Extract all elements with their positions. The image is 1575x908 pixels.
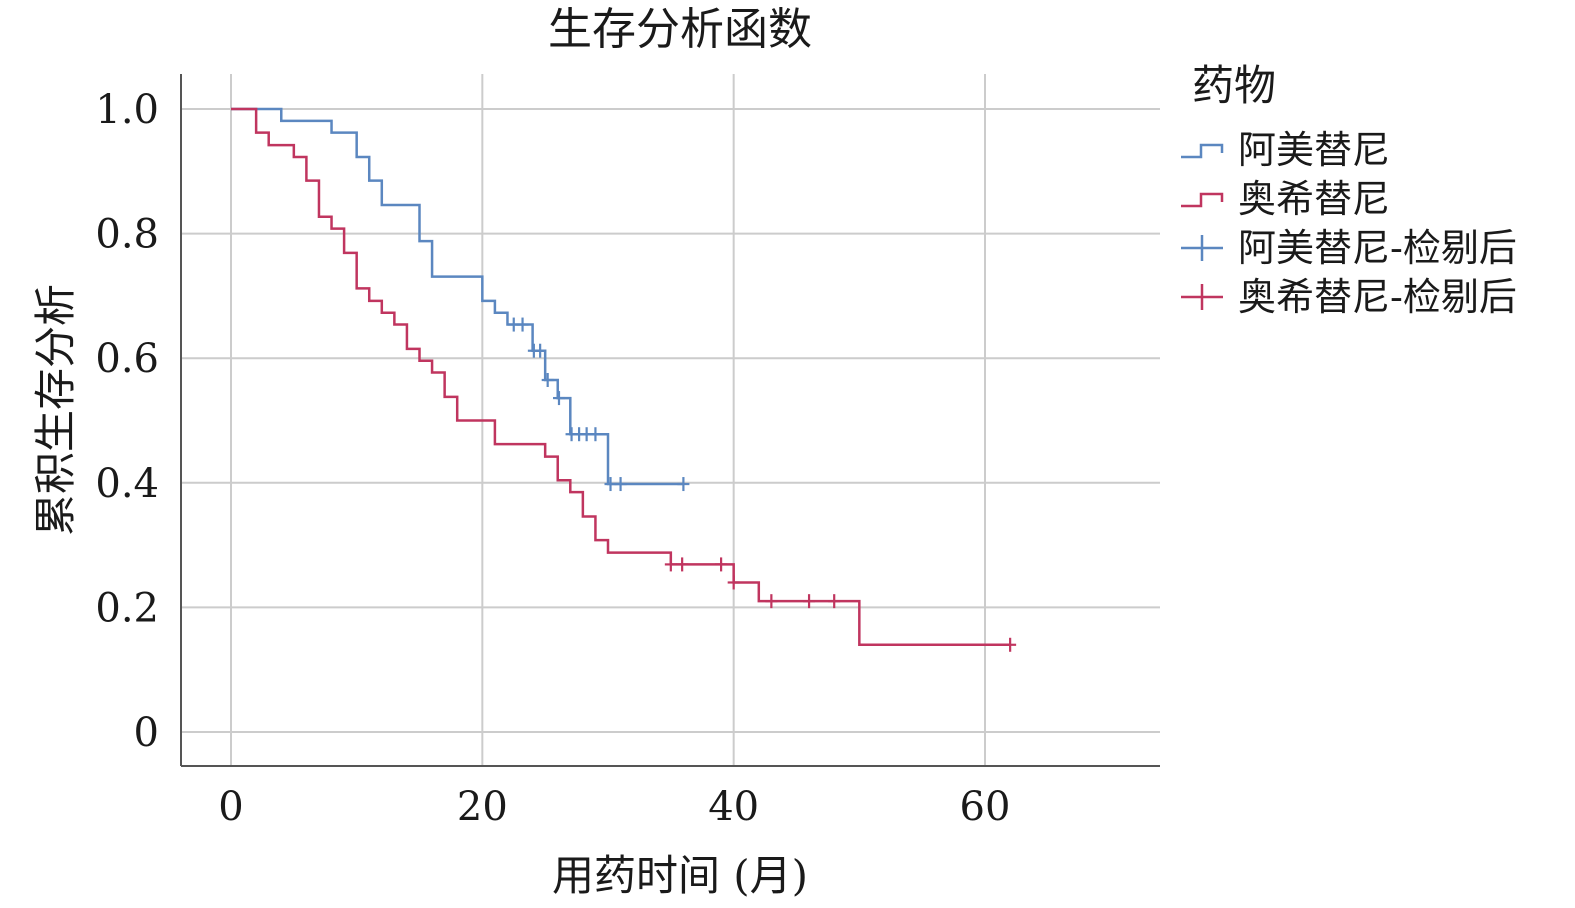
x-tick-label: 60: [960, 784, 1011, 830]
legend-label: 阿美替尼: [1238, 128, 1390, 172]
censor-mark: [803, 594, 816, 609]
censor-mark: [677, 477, 690, 492]
censor-mark: [676, 557, 689, 572]
censor-mark: [589, 427, 602, 442]
y-tick-label: 0.6: [95, 336, 159, 382]
series-line-0: [231, 107, 684, 486]
x-axis-title: 用药时间 (月): [552, 851, 808, 900]
legend-label: 奥希替尼-检剔后: [1238, 275, 1517, 319]
legend-label: 奥希替尼: [1238, 177, 1390, 221]
censor-mark: [604, 477, 617, 492]
tick-labels: 0 0.2 0.4 0.6 0.8 1.0 0 20 40 60: [95, 87, 1010, 830]
legend-item: 阿美替尼-检剔后: [1181, 226, 1517, 270]
y-tick-label: 0: [134, 710, 159, 756]
legend-item: 奥希替尼-检剔后: [1181, 275, 1517, 319]
x-tick-label: 20: [457, 784, 508, 830]
censor-mark: [541, 373, 554, 388]
censor-mark: [534, 343, 547, 358]
chart-title: 生存分析函数: [548, 4, 812, 55]
x-tick-label: 0: [218, 784, 243, 830]
censor-mark: [516, 317, 529, 332]
y-tick-label: 0.2: [95, 585, 159, 631]
censor-mark: [715, 557, 728, 572]
y-tick-label: 1.0: [95, 87, 159, 133]
legend-label: 阿美替尼-检剔后: [1238, 226, 1517, 270]
y-tick-label: 0.4: [95, 461, 159, 507]
legend-swatch-step: [1181, 143, 1224, 159]
censor-mark: [727, 575, 740, 590]
grid-lines: [181, 74, 1160, 766]
legend-title: 药物: [1192, 61, 1276, 110]
series-lines: [231, 107, 1017, 652]
legend-item: 阿美替尼: [1181, 128, 1390, 172]
censor-mark: [552, 391, 565, 406]
censor-mark: [828, 594, 841, 609]
y-axis-title: 累积生存分析: [31, 284, 80, 536]
censor-mark: [1004, 637, 1017, 652]
censor-mark: [614, 477, 627, 492]
legend-swatch-step: [1181, 192, 1224, 208]
y-tick-label: 0.8: [95, 212, 159, 258]
series-line-1: [231, 107, 1011, 647]
axes: [180, 74, 1160, 767]
censor-mark: [765, 594, 778, 609]
censor-mark: [664, 557, 677, 572]
legend-item: 奥希替尼: [1181, 177, 1390, 221]
x-tick-label: 40: [708, 784, 759, 830]
